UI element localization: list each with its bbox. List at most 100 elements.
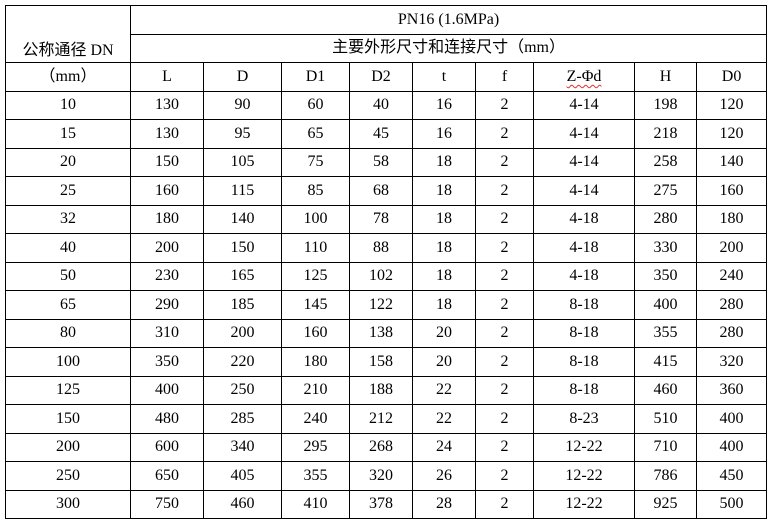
table-cell: 110	[281, 233, 350, 263]
table-cell: 90	[203, 90, 282, 120]
table-row: 25 160 115 85 68 18 2 4-14 275 160	[5, 176, 768, 206]
dn-cell: 80	[5, 318, 131, 348]
table-row: 40 200 150 110 88 18 2 4-18 330 200	[5, 233, 768, 263]
dn-cell: 32	[5, 204, 131, 234]
table-cell: 22	[412, 404, 476, 434]
table-row: 200 600 340 295 268 24 2 12-22 710 400	[5, 432, 768, 462]
table-cell: 68	[349, 176, 413, 206]
table-cell: 750	[130, 489, 204, 519]
table-cell: 180	[130, 204, 204, 234]
table-cell: 18	[412, 261, 476, 291]
table-cell: 600	[130, 432, 204, 462]
table-cell: 158	[349, 347, 413, 377]
table-row: 150 480 285 240 212 22 2 8-23 510 400	[5, 404, 768, 434]
table-cell: 145	[281, 290, 350, 320]
table-cell: 200	[695, 233, 768, 263]
table-cell: 240	[281, 404, 350, 434]
table-cell: 230	[130, 261, 204, 291]
table-cell: 2	[475, 176, 534, 206]
dimensions-title: 主要外形尺寸和连接尺寸（mm）	[129, 33, 768, 63]
table-cell: 258	[634, 147, 697, 177]
table-cell: 4-14	[533, 119, 635, 149]
table-cell: 2	[475, 318, 534, 348]
table-cell: 415	[634, 347, 697, 377]
table-cell: 16	[412, 119, 476, 149]
table-cell: 60	[281, 90, 350, 120]
dn-cell: 300	[5, 489, 131, 519]
table-cell: 20	[412, 318, 476, 348]
table-cell: 8-18	[533, 347, 635, 377]
dn-cell: 125	[5, 375, 131, 405]
table-cell: 12-22	[533, 489, 635, 519]
table-cell: 18	[412, 204, 476, 234]
table-cell: 4-18	[533, 233, 635, 263]
table-cell: 2	[475, 461, 534, 491]
column-header: L	[130, 62, 204, 92]
table-cell: 355	[634, 318, 697, 348]
table-cell: 330	[634, 233, 697, 263]
table-cell: 400	[695, 404, 768, 434]
table-cell: 58	[349, 147, 413, 177]
table-cell: 8-18	[533, 375, 635, 405]
table-cell: 180	[281, 347, 350, 377]
table-cell: 480	[130, 404, 204, 434]
table-row: 125 400 250 210 188 22 2 8-18 460 360	[5, 375, 768, 405]
table-cell: 140	[203, 204, 282, 234]
table-cell: 2	[475, 347, 534, 377]
table-cell: 2	[475, 290, 534, 320]
table-row: 10 130 90 60 40 16 2 4-14 198 120	[5, 90, 768, 120]
table-row: 80 310 200 160 138 20 2 8-18 355 280	[5, 318, 768, 348]
column-header: D2	[349, 62, 413, 92]
table-cell: 18	[412, 233, 476, 263]
table-cell: 400	[130, 375, 204, 405]
pressure-header: PN16 (1.6MPa)	[129, 5, 768, 35]
table-cell: 78	[349, 204, 413, 234]
dn-cell: 100	[5, 347, 131, 377]
table-cell: 290	[130, 290, 204, 320]
column-header: f	[475, 62, 534, 92]
table-cell: 220	[203, 347, 282, 377]
table-cell: 786	[634, 461, 697, 491]
table-row: 65 290 185 145 122 18 2 8-18 400 280	[5, 290, 768, 320]
table-cell: 88	[349, 233, 413, 263]
table-cell: 4-14	[533, 147, 635, 177]
table-cell: 280	[695, 290, 768, 320]
table-cell: 140	[695, 147, 768, 177]
table-cell: 268	[349, 432, 413, 462]
table-cell: 2	[475, 404, 534, 434]
dn-unit: （mm）	[5, 62, 131, 92]
table-cell: 200	[130, 233, 204, 263]
table-cell: 2	[475, 204, 534, 234]
table-cell: 320	[695, 347, 768, 377]
table-cell: 500	[695, 489, 768, 519]
table-cell: 340	[203, 432, 282, 462]
table-cell: 150	[130, 147, 204, 177]
dn-cell: 200	[5, 432, 131, 462]
table-cell: 95	[203, 119, 282, 149]
header-row-pressure: 公称通径 DN PN16 (1.6MPa)	[5, 5, 768, 63]
table-cell: 2	[475, 119, 534, 149]
table-cell: 138	[349, 318, 413, 348]
table-cell: 130	[130, 119, 204, 149]
dn-cell: 20	[5, 147, 131, 177]
table-cell: 2	[475, 147, 534, 177]
table-cell: 26	[412, 461, 476, 491]
table-cell: 105	[203, 147, 282, 177]
table-cell: 240	[695, 261, 768, 291]
table-cell: 28	[412, 489, 476, 519]
table-cell: 2	[475, 432, 534, 462]
dn-cell: 10	[5, 90, 131, 120]
table-cell: 65	[281, 119, 350, 149]
table-cell: 12-22	[533, 461, 635, 491]
table-cell: 198	[634, 90, 697, 120]
table-cell: 120	[695, 119, 768, 149]
table-cell: 405	[203, 461, 282, 491]
table-cell: 400	[695, 432, 768, 462]
table-cell: 2	[475, 261, 534, 291]
table-cell: 18	[412, 290, 476, 320]
table-cell: 350	[130, 347, 204, 377]
table-cell: 320	[349, 461, 413, 491]
table-cell: 160	[695, 176, 768, 206]
column-header: t	[412, 62, 476, 92]
table-cell: 280	[695, 318, 768, 348]
